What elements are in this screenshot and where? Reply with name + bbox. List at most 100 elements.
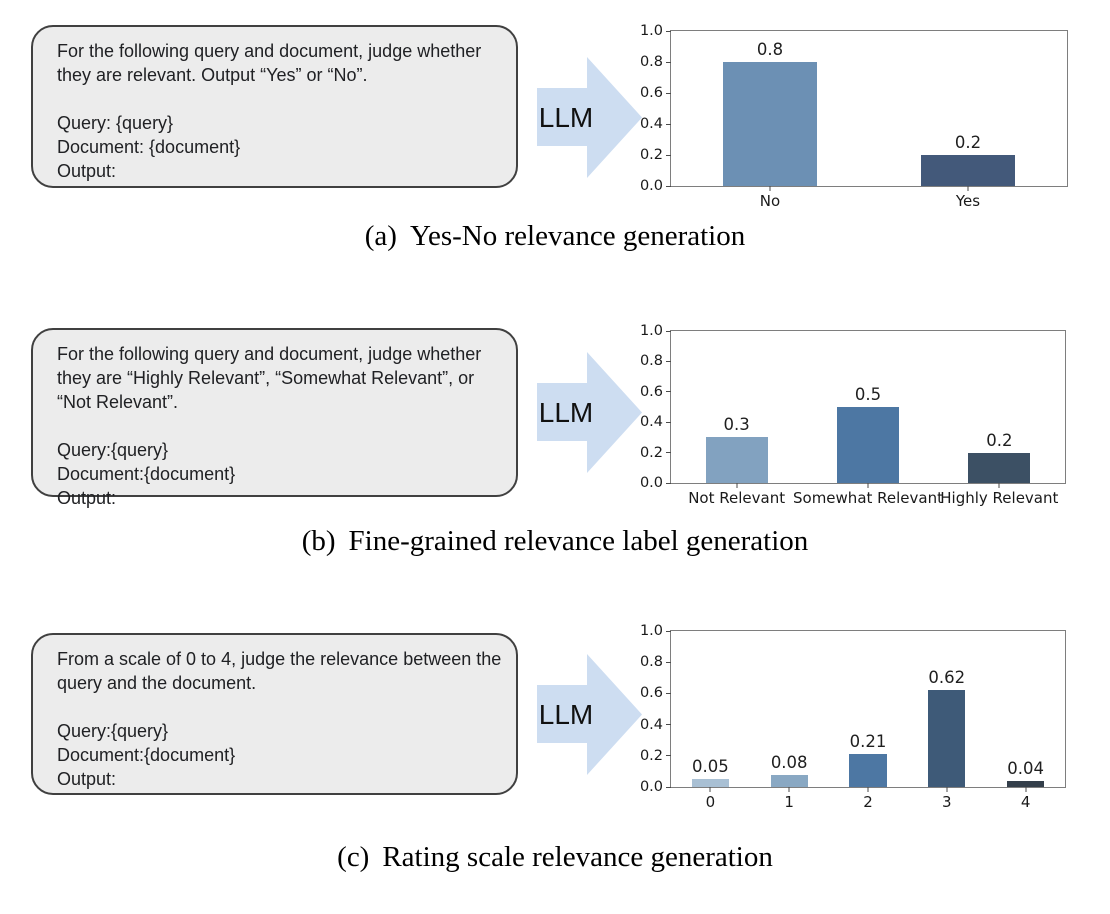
bar <box>921 155 1015 186</box>
caption-tag: (c) <box>337 841 370 873</box>
bar-chart-rating-scale: 0.0 0.2 0.4 0.6 0.8 1.0 0.05 0 0.08 1 0.21 2 0.62 3 0.… <box>640 623 1066 811</box>
y-tick-label: 0.0 <box>639 779 663 795</box>
y-tick-mark <box>666 123 671 125</box>
prompt-body: From a scale of 0 to 4, judge the releva… <box>57 649 502 693</box>
y-tick-mark <box>666 92 671 94</box>
x-tick-mark <box>769 186 771 191</box>
x-tick-label: 3 <box>942 793 952 811</box>
y-tick-mark <box>666 755 671 757</box>
bar <box>928 690 966 787</box>
bar <box>770 774 808 787</box>
x-tick-mark <box>867 787 869 792</box>
x-tick-label: 1 <box>784 793 794 811</box>
llm-arrow: LLM <box>537 57 642 178</box>
x-tick-label: No <box>759 192 781 210</box>
bar <box>691 779 729 787</box>
bar-value-label: 0.05 <box>692 757 729 777</box>
bar <box>705 437 768 483</box>
bar-value-label: 0.21 <box>849 732 887 752</box>
y-tick-mark <box>666 154 671 156</box>
bar-value-label: 0.2 <box>986 430 1013 450</box>
prompt-query-line: Query: {query} <box>57 113 174 133</box>
prompt-box-c: From a scale of 0 to 4, judge the releva… <box>31 633 518 795</box>
block-arrow-right-icon <box>537 57 642 178</box>
y-tick-label: 1.0 <box>639 323 663 339</box>
bar-chart-yes-no: 0.0 0.2 0.4 0.6 0.8 1.0 0.8 No 0.2 Yes <box>640 23 1068 210</box>
llm-arrow: LLM <box>537 352 642 473</box>
prompt-output-line: Output: <box>57 161 117 181</box>
prompt-blank-line <box>57 87 502 111</box>
x-tick-label: Highly Relevant <box>940 489 1059 507</box>
prompt-box-b: For the following query and document, ju… <box>31 328 518 508</box>
caption-a: (a) Yes-No relevance generation <box>0 220 1110 253</box>
y-tick-label: 0.8 <box>639 54 663 70</box>
y-tick-label: 0.2 <box>639 147 663 163</box>
prompt-box-a: For the following query and document, ju… <box>31 25 518 188</box>
y-tick-mark <box>666 630 671 632</box>
x-tick-mark <box>736 483 738 488</box>
y-tick-label: 0.6 <box>639 383 663 400</box>
prompt-document-line: Document:{document} <box>57 464 236 484</box>
bar-value-label: 0.3 <box>723 415 750 435</box>
y-tick-label: 0.4 <box>639 716 663 733</box>
bar-value-label: 0.62 <box>928 668 966 688</box>
y-tick-mark <box>666 30 671 32</box>
y-tick-label: 0.8 <box>639 654 663 671</box>
x-tick-label: Not Relevant <box>688 489 786 507</box>
block-arrow-right-icon <box>537 352 642 473</box>
prompt-output-line: Output: <box>57 769 117 789</box>
caption-text: Yes-No relevance generation <box>409 220 746 252</box>
prompt-body: For the following query and document, ju… <box>57 344 482 412</box>
y-tick-mark <box>666 185 671 187</box>
y-tick-label: 0.4 <box>639 116 663 132</box>
y-tick-mark <box>666 391 671 393</box>
bar-value-label: 0.8 <box>756 40 784 59</box>
y-tick-label: 0.8 <box>639 353 663 370</box>
bar <box>849 754 887 787</box>
caption-c: (c) Rating scale relevance generation <box>0 841 1110 874</box>
x-tick-mark <box>709 787 711 792</box>
prompt-query-line: Query:{query} <box>57 440 169 460</box>
caption-tag: (a) <box>364 220 397 252</box>
x-tick-label: Somewhat Relevant <box>793 489 943 507</box>
prompt-output-line: Output: <box>57 488 117 508</box>
x-tick-mark <box>946 787 948 792</box>
y-tick-label: 0.0 <box>639 178 663 194</box>
y-tick-mark <box>666 421 671 423</box>
y-tick-mark <box>666 330 671 332</box>
y-tick-label: 0.2 <box>639 747 663 764</box>
y-tick-mark <box>666 786 671 788</box>
bar-value-label: 0.08 <box>770 752 808 772</box>
x-tick-label: 4 <box>1020 793 1031 811</box>
y-tick-label: 0.4 <box>639 414 663 431</box>
y-tick-mark <box>666 692 671 694</box>
prompt-document-line: Document: {document} <box>57 137 241 157</box>
block-arrow-right-icon <box>537 654 642 775</box>
x-tick-mark <box>998 483 1000 488</box>
bar-value-label: 0.2 <box>954 133 982 152</box>
x-tick-mark <box>1025 787 1027 792</box>
bar <box>968 452 1031 483</box>
bar-chart-fine-grained: 0.0 0.2 0.4 0.6 0.8 1.0 0.3 Not Relevant 0.5 Some… <box>640 323 1066 507</box>
y-tick-mark <box>666 452 671 454</box>
y-tick-mark <box>666 724 671 726</box>
x-tick-label: Yes <box>955 192 981 210</box>
caption-text: Rating scale relevance generation <box>382 841 773 873</box>
llm-arrow: LLM <box>537 654 642 775</box>
prompt-document-line: Document:{document} <box>57 745 236 765</box>
caption-tag: (b) <box>301 525 336 557</box>
y-tick-label: 0.6 <box>639 85 663 101</box>
prompt-query-line: Query:{query} <box>57 721 169 741</box>
bar-value-label: 0.04 <box>1007 758 1044 778</box>
prompt-blank-line <box>57 414 502 438</box>
x-tick-label: 0 <box>705 793 716 811</box>
y-tick-label: 0.6 <box>639 685 663 702</box>
bar <box>723 62 817 186</box>
x-tick-mark <box>788 787 790 792</box>
y-tick-label: 1.0 <box>639 623 663 639</box>
y-tick-label: 1.0 <box>639 23 663 39</box>
llm-arrow-label: LLM <box>538 698 594 730</box>
prompt-body: For the following query and document, ju… <box>57 41 482 85</box>
y-tick-label: 0.2 <box>639 444 663 461</box>
